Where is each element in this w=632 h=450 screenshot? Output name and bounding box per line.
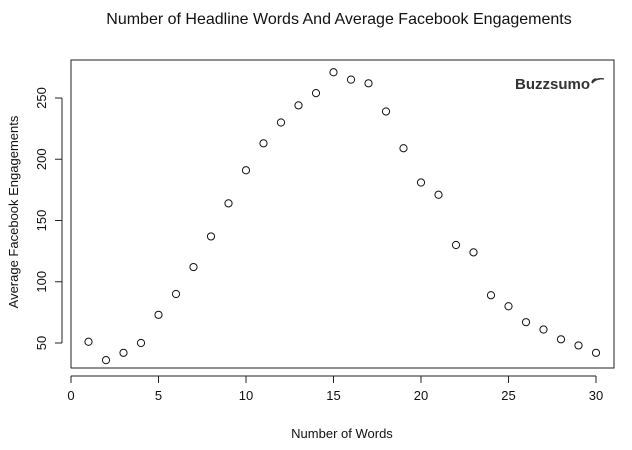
data-point-7 [189, 262, 198, 272]
y-axis-label: Average Facebook Engagements [6, 115, 21, 308]
y-tick-label-100: 100 [34, 271, 49, 293]
data-point-6 [171, 289, 181, 299]
data-point-16 [346, 75, 356, 84]
y-tick-label-50: 50 [34, 336, 49, 350]
data-point-26 [521, 318, 531, 327]
data-point-17 [364, 79, 373, 88]
buzzsumo-logo: Buzzsumo [515, 76, 605, 93]
data-point-27 [539, 325, 548, 334]
data-point-2 [101, 356, 111, 365]
x-tick-label-30: 30 [589, 388, 603, 403]
chart-title: Number of Headline Words And Average Fac… [106, 11, 571, 28]
plot-frame [70, 59, 615, 369]
y-tick-label-250: 250 [34, 87, 49, 109]
wifi-signal-icon [591, 77, 605, 84]
data-point-20 [416, 178, 426, 187]
x-tick-label-0: 0 [67, 388, 74, 403]
x-tick-label-5: 5 [155, 388, 162, 403]
data-point-5 [154, 310, 163, 319]
data-point-25 [504, 302, 513, 311]
data-points [84, 68, 601, 365]
data-point-4 [136, 338, 146, 348]
data-point-9 [224, 199, 233, 208]
data-point-1 [84, 337, 93, 346]
data-point-19 [399, 144, 408, 153]
data-point-11 [259, 139, 268, 148]
y-axis: 50 100 150 200 250 [34, 87, 63, 350]
data-point-24 [486, 291, 496, 300]
data-point-28 [556, 335, 566, 344]
y-tick-label-200: 200 [34, 148, 49, 170]
x-axis: 0 5 10 15 20 25 30 [67, 375, 603, 403]
data-point-8 [206, 232, 216, 241]
data-point-15 [329, 68, 338, 77]
data-point-30 [591, 348, 601, 357]
data-point-3 [119, 348, 128, 357]
data-point-21 [434, 190, 443, 199]
data-point-18 [381, 107, 391, 116]
x-axis-label: Number of Words [291, 426, 393, 441]
data-point-22 [451, 240, 461, 250]
logo-text: Buzzsumo [515, 76, 590, 93]
x-tick-label-15: 15 [326, 388, 340, 403]
data-point-14 [311, 89, 321, 98]
x-tick-label-20: 20 [414, 388, 428, 403]
x-tick-label-25: 25 [501, 388, 515, 403]
x-tick-label-10: 10 [239, 388, 253, 403]
data-point-29 [574, 341, 583, 350]
data-point-10 [241, 166, 251, 175]
data-point-23 [469, 248, 478, 257]
y-tick-label-150: 150 [34, 210, 49, 232]
data-point-13 [294, 101, 303, 110]
data-point-12 [276, 118, 286, 127]
